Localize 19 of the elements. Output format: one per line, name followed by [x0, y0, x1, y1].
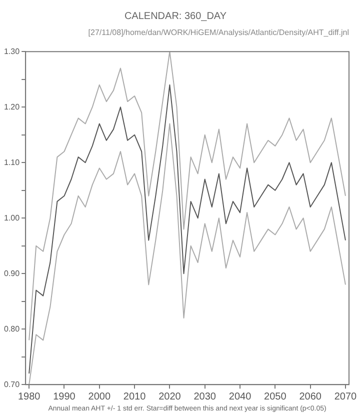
- y-tick-label: 1.00: [4, 213, 20, 222]
- x-tick-label: 2020: [158, 391, 182, 402]
- y-tick-label: 0.90: [4, 268, 20, 278]
- x-tick-label: 2060: [299, 391, 322, 402]
- y-tick-label: 1.30: [4, 46, 20, 56]
- y-tick-label: 1.10: [4, 158, 20, 167]
- y-tick-label: 0.80: [4, 324, 20, 334]
- y-tick-label: 0.70: [4, 380, 20, 389]
- x-tick-label: 2000: [88, 391, 111, 402]
- chart-subtitle: [27/11/08]/home/dan/WORK/HiGEM/Analysis/Atlantic/Density/AHT_diff.jnl: [88, 28, 350, 38]
- x-tick-label: 2040: [228, 391, 252, 402]
- x-tick-label: 2070: [334, 391, 358, 402]
- x-tick-label: 1990: [53, 391, 76, 402]
- y-tick-label: 1.20: [4, 102, 20, 112]
- x-tick-label: 2030: [194, 391, 216, 402]
- x-tick-label: 2010: [123, 391, 146, 402]
- x-tick-label: 2050: [264, 391, 287, 402]
- x-tick-label: 1980: [18, 391, 41, 402]
- chart-title: CALENDAR: 360_DAY: [124, 10, 227, 22]
